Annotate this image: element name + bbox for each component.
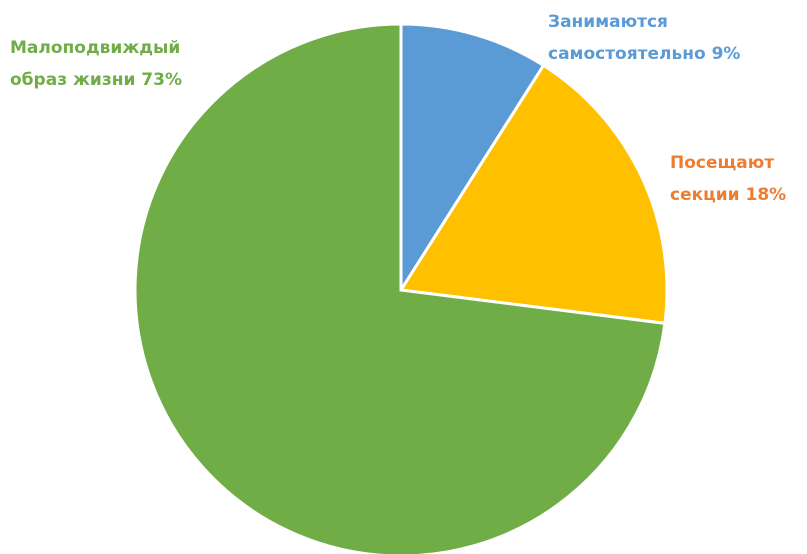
data-label: Занимаются самостоятельно 9% xyxy=(548,6,788,70)
category-label: Занимаются самостоятельно xyxy=(548,12,706,64)
pie-slice xyxy=(399,22,546,296)
data-label: Малоподвиждый образ жизни 73% xyxy=(10,32,225,96)
value-label: 18% xyxy=(745,185,787,205)
pie-slice xyxy=(133,22,667,554)
data-label: Посещают секции 18% xyxy=(670,147,806,211)
pie-slice xyxy=(398,63,669,326)
value-label: 9% xyxy=(711,44,741,64)
category-label: Посещают секции xyxy=(670,153,775,205)
value-label: 73% xyxy=(141,70,182,90)
category-label: Малоподвиждый образ жизни xyxy=(10,38,181,90)
